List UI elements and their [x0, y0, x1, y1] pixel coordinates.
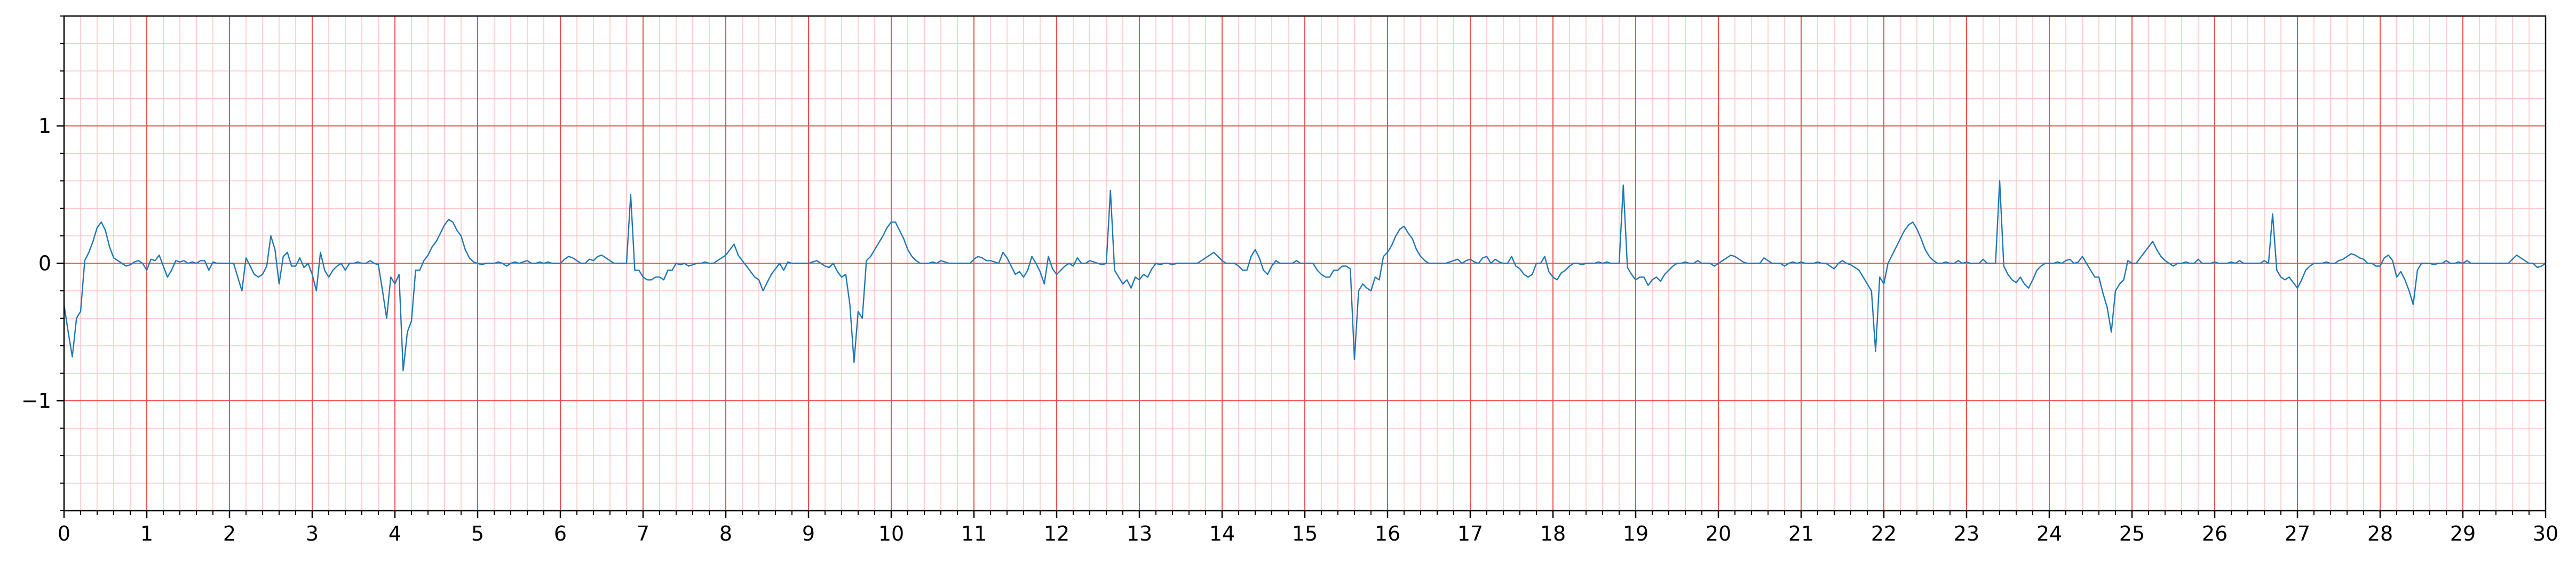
y-tick-label: −1 [21, 389, 51, 413]
ecg-trace-line [63, 180, 2546, 371]
x-tick-label: 16 [1375, 522, 1400, 545]
x-tick-label: 10 [878, 522, 904, 545]
x-tick-label: 14 [1209, 522, 1235, 545]
y-tick-label: 1 [38, 114, 51, 138]
x-tick-label: 22 [1871, 522, 1897, 545]
x-tick-label: 19 [1623, 522, 1648, 545]
x-tick-label: 0 [58, 522, 70, 545]
x-tick-label: 15 [1292, 522, 1318, 545]
y-axis: 1 0 −1 [21, 15, 64, 511]
x-tick-label: 7 [637, 522, 649, 545]
x-tick-label: 28 [2367, 522, 2393, 545]
x-tick-label: 2 [223, 522, 236, 545]
x-tick-label: 27 [2285, 522, 2310, 545]
ecg-trace-group [63, 180, 2546, 371]
x-tick-label: 8 [719, 522, 732, 545]
x-tick-label: 30 [2533, 522, 2558, 545]
x-tick-label: 21 [1788, 522, 1814, 545]
x-tick-label: 26 [2202, 522, 2228, 545]
x-tick-label: 25 [2119, 522, 2145, 545]
x-tick-label: 9 [802, 522, 815, 545]
x-tick-label: 13 [1127, 522, 1152, 545]
x-tick-label: 18 [1540, 522, 1566, 545]
x-tick-label: 24 [2036, 522, 2062, 545]
x-tick-label: 11 [961, 522, 987, 545]
x-tick-label: 23 [1954, 522, 1979, 545]
x-tick-label: 3 [306, 522, 319, 545]
x-tick-label: 29 [2450, 522, 2476, 545]
x-tick-label: 1 [140, 522, 153, 545]
x-tick-label: 6 [554, 522, 567, 545]
x-axis: 0 1 2 3 4 5 6 7 8 9 10 11 12 13 14 15 16 17 18 19 20 21 22 23 24… [58, 511, 2558, 545]
x-tick-label: 4 [389, 522, 401, 545]
x-tick-label: 20 [1706, 522, 1731, 545]
x-tick-label: 5 [471, 522, 484, 545]
x-tick-label: 17 [1457, 522, 1483, 545]
x-tick-label: 12 [1044, 522, 1069, 545]
y-tick-label: 0 [38, 252, 51, 275]
